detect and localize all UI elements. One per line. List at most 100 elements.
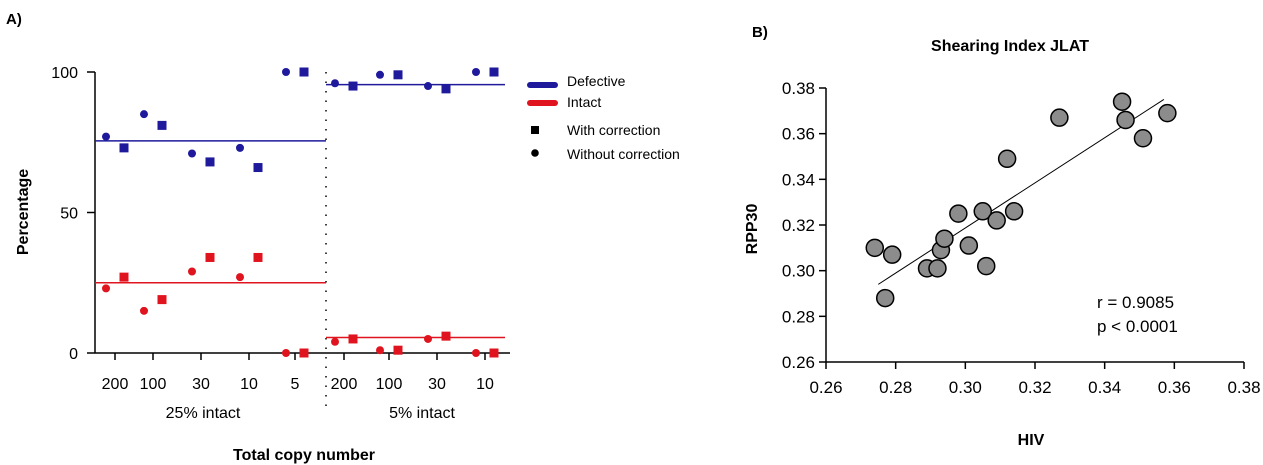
- data-point: [1050, 108, 1069, 127]
- y-tick-label: 0.28: [782, 307, 815, 326]
- data-point: [949, 204, 968, 223]
- data-point-circle: [376, 346, 384, 355]
- regression-line: [877, 98, 1165, 285]
- data-point: [928, 259, 947, 278]
- y-tick-label: 50: [60, 206, 78, 223]
- data-point-circle: [140, 306, 148, 315]
- data-point-square: [157, 120, 167, 130]
- panel-a-xlabel: Total copy number: [233, 447, 375, 464]
- legend-without-correction-label: Without correction: [567, 146, 680, 162]
- x-tick-label: 10: [240, 376, 258, 393]
- data-point-square: [393, 70, 403, 80]
- data-point-square: [393, 345, 403, 355]
- group-label-5: 5% intact: [389, 405, 455, 422]
- x-tick-label: 100: [376, 376, 403, 393]
- legend-with-correction-label: With correction: [567, 122, 660, 138]
- legend-defective-label: Defective: [567, 73, 626, 89]
- data-point: [973, 202, 992, 221]
- panel-b-title: Shearing Index JLAT: [931, 38, 1089, 55]
- data-point-square: [489, 348, 499, 358]
- data-point: [976, 256, 996, 276]
- legend-circle-marker: [531, 149, 539, 157]
- y-tick-label: 0.34: [782, 170, 815, 189]
- y-tick-label: 0: [69, 346, 78, 363]
- data-point-circle: [236, 143, 244, 152]
- y-tick-label: 0.26: [782, 353, 815, 372]
- data-point-square: [441, 84, 451, 94]
- x-tick-label: 200: [102, 376, 129, 393]
- y-tick-label: 100: [51, 65, 78, 82]
- data-point: [882, 245, 902, 264]
- data-point: [1116, 110, 1135, 130]
- data-point-square: [299, 348, 309, 358]
- panel-b-label: B): [752, 24, 768, 41]
- y-tick-label: 0.30: [782, 262, 815, 281]
- data-point-circle: [188, 267, 196, 276]
- data-point-circle: [424, 334, 432, 343]
- data-point-square: [348, 334, 358, 344]
- stat-r: r = 0.9085: [1097, 293, 1174, 312]
- data-point-circle: [472, 68, 480, 76]
- data-point: [935, 229, 954, 248]
- x-tick-label: 200: [331, 376, 358, 393]
- data-point-circle: [282, 349, 290, 357]
- data-point-circle: [376, 70, 384, 79]
- data-point-circle: [102, 284, 110, 293]
- panel-a-label: A): [6, 11, 22, 28]
- data-point-circle: [102, 132, 110, 141]
- stat-p: p < 0.0001: [1097, 317, 1178, 336]
- data-point: [1004, 202, 1024, 221]
- data-point-square: [119, 272, 129, 282]
- data-point-circle: [331, 337, 339, 346]
- data-point-square: [205, 252, 215, 262]
- data-point-square: [299, 67, 309, 77]
- data-point-square: [489, 67, 499, 77]
- x-tick-label: 0.30: [949, 378, 982, 397]
- data-point-square: [205, 157, 215, 167]
- x-tick-label: 0.26: [809, 378, 842, 397]
- data-point-circle: [140, 110, 148, 119]
- x-tick-label: 30: [192, 376, 210, 393]
- data-point: [1112, 92, 1132, 111]
- x-tick-label: 0.28: [879, 378, 912, 397]
- y-tick-label: 0.32: [782, 216, 815, 235]
- data-point-circle: [282, 68, 290, 76]
- data-point: [1133, 128, 1153, 148]
- data-point-square: [253, 252, 263, 262]
- legend-square-marker: [531, 126, 539, 134]
- data-point-circle: [236, 273, 244, 282]
- group-label-25: 25% intact: [166, 405, 241, 422]
- x-tick-label: 0.36: [1158, 378, 1191, 397]
- data-point: [1158, 103, 1177, 123]
- data-point-circle: [424, 82, 432, 91]
- x-tick-label: 5: [291, 376, 300, 393]
- x-tick-label: 30: [428, 376, 446, 393]
- x-tick-label: 0.38: [1227, 378, 1260, 397]
- data-point-square: [157, 295, 167, 305]
- y-tick-label: 0.36: [782, 125, 815, 144]
- panel-a-legend: Defective Intact With correction Without…: [527, 73, 680, 162]
- data-point: [865, 238, 885, 258]
- x-tick-label: 10: [476, 376, 494, 393]
- data-point-square: [253, 163, 263, 173]
- data-point-circle: [472, 349, 480, 357]
- data-point-square: [441, 331, 451, 341]
- legend-intact-label: Intact: [567, 94, 601, 110]
- data-point-circle: [331, 79, 339, 88]
- data-point: [875, 288, 895, 308]
- data-point-square: [119, 143, 129, 153]
- chart-marks: 0 50 100 200 100 30 10 5 200 100 30 10 0.26 0.28 0.30 0…: [51, 65, 1260, 397]
- data-point: [997, 149, 1017, 169]
- x-tick-label: 0.32: [1018, 378, 1051, 397]
- data-point: [959, 236, 979, 255]
- panel-b-ylabel: RPP30: [744, 204, 761, 255]
- panel-a-ylabel: Percentage: [15, 169, 32, 255]
- y-tick-label: 0.38: [782, 79, 815, 98]
- data-point-square: [348, 81, 358, 91]
- x-tick-label: 0.34: [1088, 378, 1121, 397]
- data-point-circle: [188, 149, 196, 158]
- panel-b-xlabel: HIV: [1018, 432, 1045, 449]
- data-point: [987, 211, 1006, 230]
- x-tick-label: 100: [140, 376, 167, 393]
